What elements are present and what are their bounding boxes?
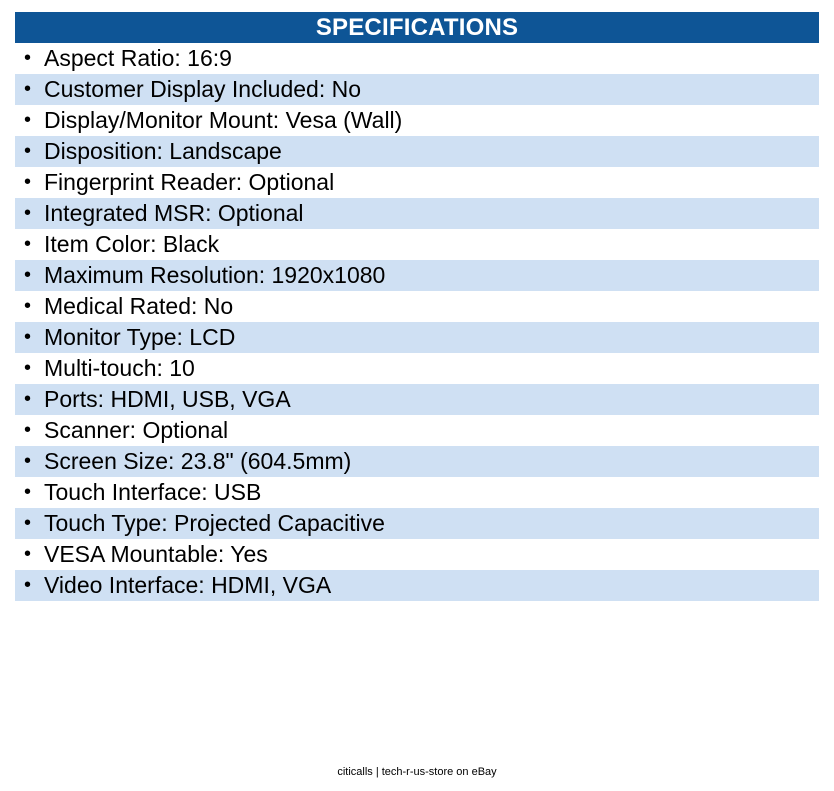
bullet-icon: • (24, 481, 32, 503)
bullet-icon: • (24, 140, 32, 162)
spec-text: Multi-touch: 10 (44, 355, 195, 381)
spec-text: Display/Monitor Mount: Vesa (Wall) (44, 107, 403, 133)
spec-row: • Fingerprint Reader: Optional (15, 167, 819, 198)
spec-row: • Customer Display Included: No (15, 74, 819, 105)
bullet-icon: • (24, 326, 32, 348)
spec-text: Aspect Ratio: 16:9 (44, 45, 232, 71)
spec-text: Item Color: Black (44, 231, 220, 257)
bullet-icon: • (24, 295, 32, 317)
bullet-icon: • (24, 419, 32, 441)
spec-row: • Maximum Resolution: 1920x1080 (15, 260, 819, 291)
spec-text: Disposition: Landscape (44, 138, 282, 164)
specifications-list: • Aspect Ratio: 16:9 • Customer Display Inc… (15, 43, 819, 601)
bullet-icon: • (24, 450, 32, 472)
bullet-icon: • (24, 264, 32, 286)
spec-text: VESA Mountable: Yes (44, 541, 268, 567)
bullet-icon: • (24, 357, 32, 379)
spec-row: • Multi-touch: 10 (15, 353, 819, 384)
spec-row: • Aspect Ratio: 16:9 (15, 43, 819, 74)
spec-text: Touch Interface: USB (44, 479, 262, 505)
spec-text: Video Interface: HDMI, VGA (44, 572, 332, 598)
bullet-icon: • (24, 574, 32, 596)
specifications-header: SPECIFICATIONS (15, 12, 819, 43)
bullet-icon: • (24, 171, 32, 193)
spec-text: Screen Size: 23.8" (604.5mm) (44, 448, 352, 474)
spec-text: Medical Rated: No (44, 293, 234, 319)
spec-row: • Video Interface: HDMI, VGA (15, 570, 819, 601)
spec-text: Touch Type: Projected Capacitive (44, 510, 385, 536)
spec-row: • Item Color: Black (15, 229, 819, 260)
spec-row: • Medical Rated: No (15, 291, 819, 322)
footer-credit: citicalls | tech-r-us-store on eBay (337, 766, 497, 778)
spec-text: Fingerprint Reader: Optional (44, 169, 335, 195)
spec-row: • Monitor Type: LCD (15, 322, 819, 353)
spec-row: • Ports: HDMI, USB, VGA (15, 384, 819, 415)
spec-row: • VESA Mountable: Yes (15, 539, 819, 570)
spec-text: Integrated MSR: Optional (44, 200, 304, 226)
spec-text: Customer Display Included: No (44, 76, 362, 102)
spec-row: • Integrated MSR: Optional (15, 198, 819, 229)
spec-row: • Scanner: Optional (15, 415, 819, 446)
spec-row: • Screen Size: 23.8" (604.5mm) (15, 446, 819, 477)
bullet-icon: • (24, 543, 32, 565)
bullet-icon: • (24, 233, 32, 255)
spec-row: • Display/Monitor Mount: Vesa (Wall) (15, 105, 819, 136)
specifications-table: SPECIFICATIONS • Aspect Ratio: 16:9 • Custo… (15, 12, 819, 601)
bullet-icon: • (24, 512, 32, 534)
spec-row: • Touch Type: Projected Capacitive (15, 508, 819, 539)
bullet-icon: • (24, 202, 32, 224)
spec-text: Ports: HDMI, USB, VGA (44, 386, 291, 412)
spec-text: Monitor Type: LCD (44, 324, 236, 350)
bullet-icon: • (24, 109, 32, 131)
spec-text: Maximum Resolution: 1920x1080 (44, 262, 386, 288)
spec-row: • Touch Interface: USB (15, 477, 819, 508)
spec-row: • Disposition: Landscape (15, 136, 819, 167)
bullet-icon: • (24, 78, 32, 100)
spec-text: Scanner: Optional (44, 417, 229, 443)
bullet-icon: • (24, 388, 32, 410)
bullet-icon: • (24, 47, 32, 69)
